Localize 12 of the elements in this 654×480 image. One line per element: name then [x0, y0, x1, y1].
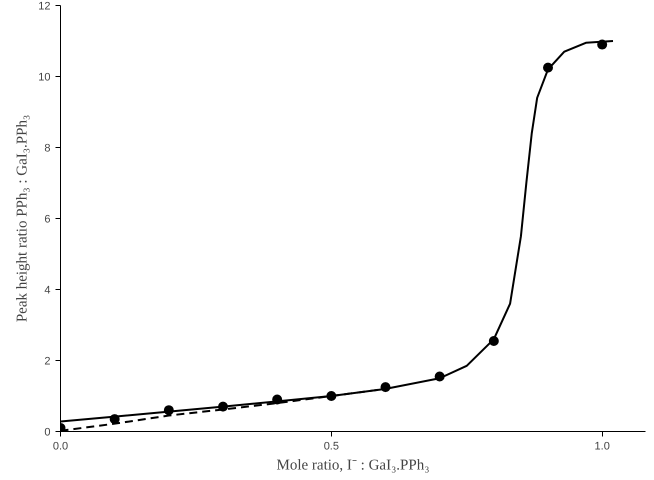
y-tick-label: 10 [38, 72, 51, 84]
y-tick-label: 6 [44, 214, 51, 226]
x-tick-label: 0.0 [52, 440, 68, 452]
y-tick-label: 4 [44, 284, 51, 296]
x-tick-label: 0.5 [324, 440, 339, 452]
y-tick-label: 12 [38, 0, 51, 12]
y-tick-label: 8 [44, 142, 51, 154]
y-tick-label: 2 [44, 356, 51, 368]
y-axis-title: Peak height ratio PPh₃ : GaI₃.PPh₃ [14, 114, 30, 322]
x-axis-title: Mole ratio, I⁻ : GaI₃.PPh₃ [276, 458, 430, 474]
x-tick-label: 1.0 [594, 440, 610, 452]
y-tick-label: 0 [44, 426, 51, 438]
